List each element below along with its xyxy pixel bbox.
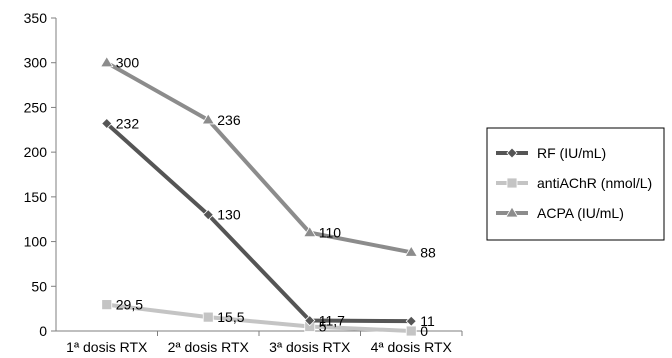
legend-marker	[506, 147, 518, 159]
x-tick-label: 1ª dosis RTX	[66, 339, 148, 355]
data-point	[202, 209, 214, 221]
legend-marker	[505, 206, 519, 218]
data-point	[100, 55, 114, 68]
data-point	[101, 117, 113, 130]
y-tick-label: 300	[24, 55, 48, 71]
series-layer	[100, 55, 418, 337]
x-tick-label: 2ª dosis RTX	[168, 339, 250, 355]
y-tick-label: 350	[24, 10, 48, 26]
legend-label: antiAChR (nmol/L)	[537, 175, 652, 191]
data-label: 232	[116, 116, 140, 132]
data-point	[101, 299, 113, 311]
data-point	[201, 113, 215, 125]
y-tick-label: 200	[24, 144, 48, 160]
data-label: 300	[116, 55, 140, 71]
data-label: 236	[217, 112, 241, 128]
y-tick-label: 0	[39, 323, 47, 339]
x-tick-label: 3ª dosis RTX	[269, 339, 351, 355]
x-tick-label: 4ª dosis RTX	[371, 339, 453, 355]
y-tick-label: 50	[31, 278, 47, 294]
data-point	[405, 325, 417, 337]
data-label: 130	[217, 207, 241, 223]
data-point	[404, 245, 418, 257]
data-label: 5	[319, 319, 327, 335]
series-line-2	[105, 60, 412, 255]
y-tick-label: 250	[24, 99, 48, 115]
data-label: 11,7	[319, 313, 345, 329]
legend-label: ACPA (IU/mL)	[537, 205, 624, 221]
legend: RF (IU/mL) antiAChR (nmol/L) ACPA (IU/mL)	[486, 127, 665, 241]
series-line-1	[106, 302, 412, 333]
data-label: 15,5	[217, 309, 244, 325]
data-labels: 232 130 11,7 11 29,5 15,5 5 0 300 236 110 88	[116, 55, 436, 339]
data-point	[303, 225, 317, 238]
legend-label: RF (IU/mL)	[537, 145, 606, 161]
data-point	[202, 311, 214, 323]
data-label: 88	[420, 244, 436, 260]
data-label: 0	[420, 323, 428, 339]
y-tick-label: 100	[24, 234, 48, 250]
data-point	[304, 314, 316, 327]
data-label: 110	[319, 225, 342, 241]
y-tick-label: 150	[24, 189, 48, 205]
data-label: 29,5	[116, 297, 143, 313]
series-line-0	[105, 122, 412, 324]
data-point	[405, 315, 417, 327]
legend-marker	[506, 177, 518, 189]
data-label: 11	[420, 313, 435, 329]
